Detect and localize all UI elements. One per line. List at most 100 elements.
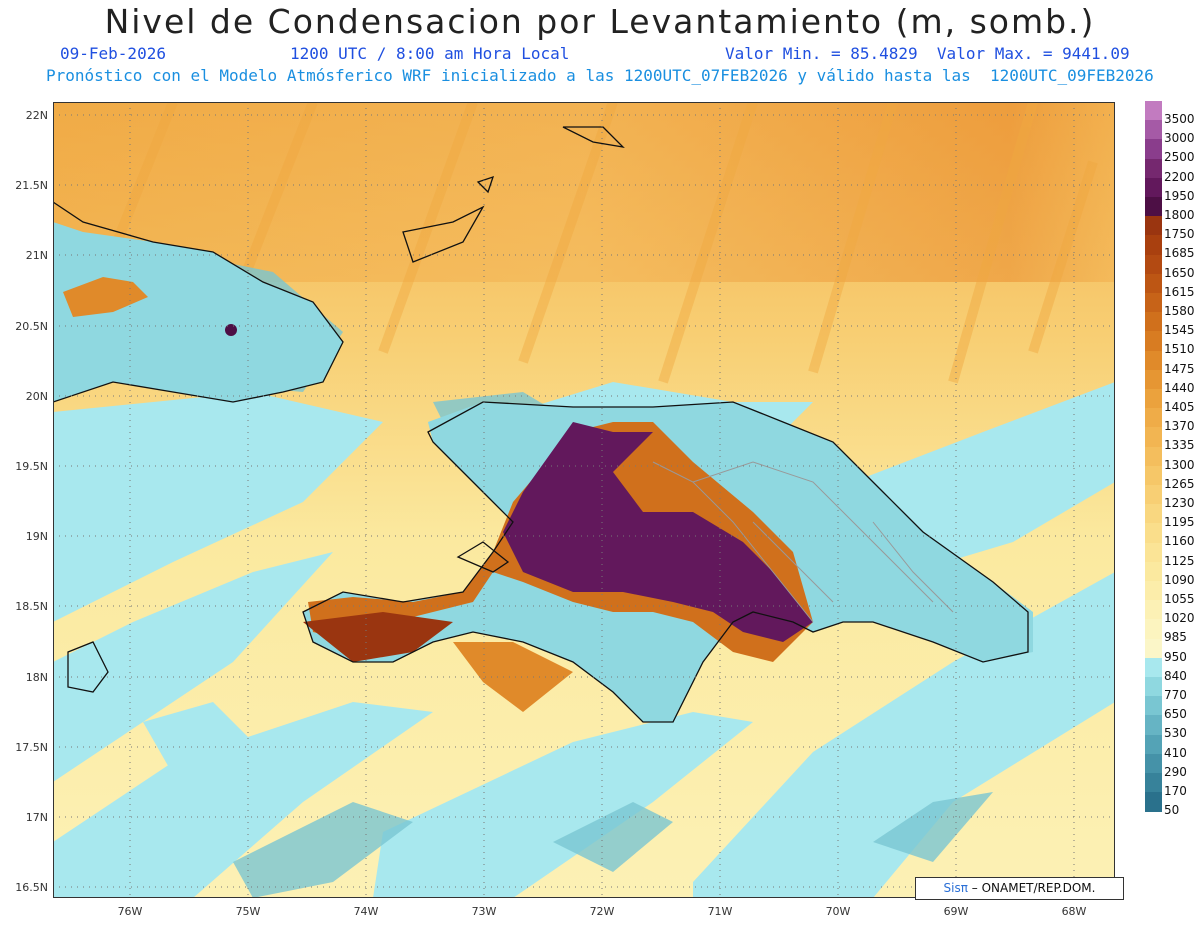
lat-label: 20.5N [15, 320, 48, 333]
colorbar-swatch [1145, 485, 1162, 505]
colorbar-swatch [1145, 465, 1162, 486]
lcl-map-plot [53, 102, 1115, 898]
colorbar-swatch [1145, 350, 1162, 371]
colorbar-label: 1545 [1164, 323, 1195, 338]
colorbar-label: 1370 [1164, 419, 1195, 434]
colorbar-label: 1580 [1164, 304, 1195, 318]
colorbar-swatch [1145, 235, 1162, 256]
cuba-high-patch [63, 277, 237, 336]
lat-label: 20N [25, 390, 48, 403]
colorbar-swatch [1145, 254, 1162, 275]
lat-label: 21.5N [15, 179, 48, 192]
colorbar-label: 1265 [1164, 476, 1195, 491]
colorbar-swatch [1145, 523, 1162, 544]
colorbar-swatch [1145, 753, 1162, 774]
cuba-land-field [53, 222, 343, 402]
colorbar-label: 1055 [1164, 592, 1195, 606]
colorbar-label: 1615 [1164, 284, 1195, 299]
lon-label: 69W [943, 905, 969, 918]
colorbar-swatch [1145, 408, 1162, 428]
lat-label: 18.5N [15, 600, 48, 613]
map-frame [53, 102, 1115, 898]
colorbar-swatch [1145, 734, 1162, 755]
province-borders [652, 461, 954, 623]
lat-label: 19N [25, 530, 48, 543]
colorbar-swatch [1145, 427, 1162, 448]
colorbar-label: 1195 [1164, 515, 1195, 530]
lon-label: 70W [825, 905, 851, 918]
lon-label: 76W [117, 905, 143, 918]
colorbar-label: 1650 [1164, 265, 1195, 280]
forecast-time: 1200 UTC / 8:00 am Hora Local [290, 44, 570, 63]
colorbar-swatch [1145, 638, 1162, 659]
colorbar-swatch [1145, 792, 1162, 812]
lon-label: 68W [1061, 905, 1087, 918]
colorbar-label: 650 [1164, 707, 1187, 722]
map-title: Nivel de Condensacion por Levantamiento … [104, 2, 1096, 41]
colorbar-label: 50 [1164, 803, 1180, 818]
colorbar-swatch [1145, 446, 1162, 467]
colorbar-swatch [1145, 561, 1162, 582]
colorbar-swatch [1145, 619, 1162, 640]
lon-label: 73W [471, 905, 497, 918]
lat-label: 18N [25, 671, 48, 684]
colorbar-label: 1750 [1164, 227, 1195, 242]
lat-label: 17N [25, 811, 48, 824]
colorbar-label: 1335 [1164, 438, 1195, 453]
colorbar-label: 1510 [1164, 342, 1195, 357]
lon-label: 75W [235, 905, 261, 918]
southwest-peninsula-high [303, 612, 453, 662]
colorbar-swatch [1145, 197, 1162, 217]
credit-text: – ONAMET/REP.DOM. [971, 881, 1096, 895]
colorbar-label: 2200 [1164, 169, 1195, 184]
colorbar-label: 840 [1164, 668, 1187, 683]
south-orange-lobe [453, 642, 573, 712]
colorbar-swatch [1145, 696, 1162, 716]
colorbar-label: 1300 [1164, 457, 1195, 472]
colorbar-swatch [1145, 139, 1162, 160]
lon-label: 71W [707, 905, 733, 918]
colorbar-label: 1800 [1164, 208, 1195, 222]
colorbar-label: 1160 [1164, 534, 1195, 549]
colorbar-label: 950 [1164, 649, 1187, 664]
colorbar-label: 1020 [1164, 611, 1195, 626]
colorbar-label: 290 [1164, 764, 1187, 779]
colorbar-swatch [1145, 542, 1162, 563]
colorbar-swatch [1145, 773, 1162, 793]
lat-label: 16.5N [15, 881, 48, 894]
colorbar-swatch [1145, 600, 1162, 620]
lat-label: 19.5N [15, 460, 48, 473]
colorbar-label: 1440 [1164, 380, 1195, 395]
colorbar-swatch [1145, 101, 1162, 121]
colorbar-swatch [1145, 273, 1162, 294]
colorbar-label: 1405 [1164, 400, 1195, 414]
colorbar-swatch [1145, 369, 1162, 390]
haiti-purple-core [503, 422, 813, 642]
lat-label: 17.5N [15, 741, 48, 754]
colorbar-swatch [1145, 657, 1162, 678]
colorbar-swatch [1145, 389, 1162, 409]
colorbar-label: 1230 [1164, 496, 1195, 510]
colorbar-label: 530 [1164, 726, 1187, 741]
colorbar-swatch [1145, 331, 1162, 352]
lat-label: 21N [25, 249, 48, 262]
colorbar-swatch [1145, 177, 1162, 198]
colorbar-swatch [1145, 581, 1162, 601]
colorbar-label: 985 [1164, 630, 1187, 645]
colorbar-label: 1685 [1164, 246, 1195, 261]
lat-label: 22N [25, 109, 48, 122]
colorbar-label: 410 [1164, 745, 1187, 760]
lon-label: 72W [589, 905, 615, 918]
colorbar-label: 3500 [1164, 112, 1195, 126]
colorbar-label: 3000 [1164, 131, 1195, 146]
colorbar-swatch [1145, 120, 1162, 140]
colorbar-label: 2500 [1164, 150, 1195, 165]
model-info-line: Pronóstico con el Modelo Atmósferico WRF… [46, 66, 1154, 85]
graticule [53, 102, 1115, 898]
colorbar-swatch [1145, 677, 1162, 697]
colorbar-swatch [1145, 504, 1162, 524]
lon-label: 74W [353, 905, 379, 918]
colorbar-swatch [1145, 312, 1162, 332]
colorbar-label: 1090 [1164, 572, 1195, 587]
min-max-values: Valor Min. = 85.4829 Valor Max. = 9441.0… [725, 44, 1130, 63]
